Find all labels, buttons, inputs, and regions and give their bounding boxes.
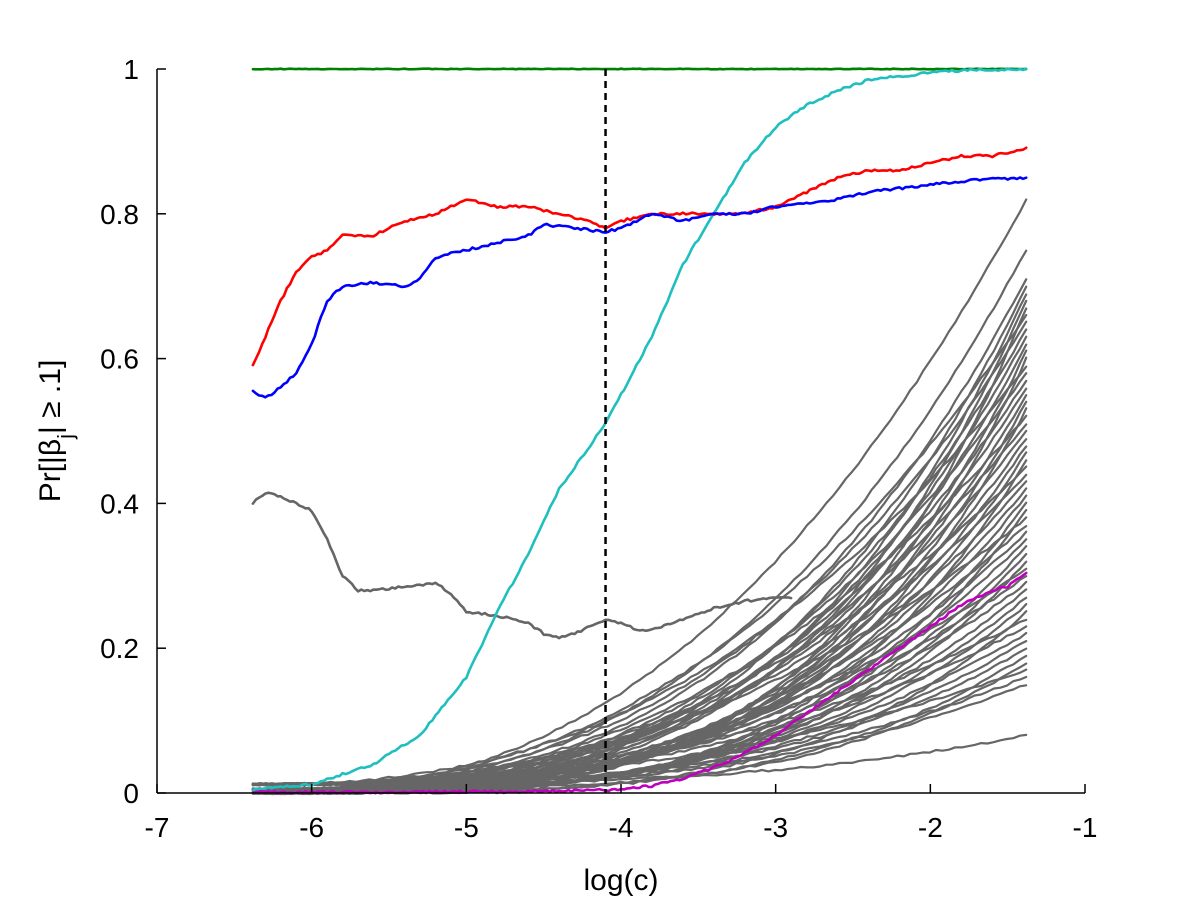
x-tick-label: -2 bbox=[918, 812, 943, 843]
x-tick-label: -7 bbox=[145, 812, 170, 843]
y-axis-ticks: 0 0.2 0.4 0.6 0.8 1 bbox=[100, 54, 166, 809]
y-label-beta: β bbox=[34, 439, 67, 456]
grey-series-line bbox=[251, 618, 1028, 792]
grey-series-line bbox=[251, 668, 1028, 787]
grey-series-line bbox=[251, 516, 1028, 787]
y-tick-label: 0.6 bbox=[100, 344, 139, 375]
grey-series-bundle bbox=[251, 198, 1028, 796]
y-tick-label: 0.8 bbox=[100, 199, 139, 230]
y-label-subscript: j bbox=[53, 434, 78, 440]
x-tick-label: -6 bbox=[299, 812, 324, 843]
y-label-suffix: | ≥ .1] bbox=[34, 360, 67, 434]
x-tick-label: -3 bbox=[763, 812, 788, 843]
cyan-series-line bbox=[251, 67, 1028, 792]
y-tick-label: 0.4 bbox=[100, 488, 139, 519]
x-tick-label: -1 bbox=[1073, 812, 1098, 843]
x-tick-label: -5 bbox=[454, 812, 479, 843]
grey-series-line bbox=[251, 684, 1028, 792]
green-series-line bbox=[251, 67, 1028, 71]
grey-series-line bbox=[251, 733, 1028, 787]
grey-outlier-series-line bbox=[251, 491, 793, 640]
x-axis-ticks: -7 -6 -5 -4 -3 -2 -1 bbox=[145, 784, 1098, 843]
x-axis-label: log(c) bbox=[583, 864, 658, 897]
grey-series-line bbox=[251, 365, 1028, 786]
y-label-prefix: Pr[| bbox=[34, 456, 67, 502]
red-series-line bbox=[251, 146, 1028, 367]
y-tick-label: 1 bbox=[123, 54, 139, 85]
x-tick-label: -4 bbox=[609, 812, 634, 843]
y-tick-label: 0 bbox=[123, 778, 139, 809]
grey-series-line bbox=[251, 299, 1028, 787]
blue-series-line bbox=[251, 176, 1028, 399]
y-tick-label: 0.2 bbox=[100, 633, 139, 664]
y-axis-label: Pr[|βj| ≥ .1] bbox=[34, 360, 78, 503]
